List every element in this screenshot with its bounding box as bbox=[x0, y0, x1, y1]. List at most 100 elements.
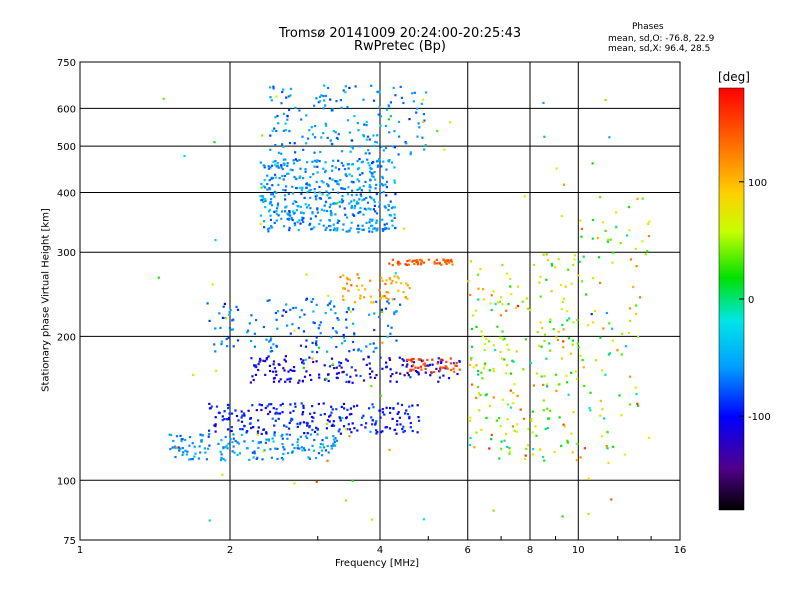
data-point bbox=[346, 278, 349, 281]
data-point bbox=[385, 406, 388, 409]
data-point bbox=[266, 299, 269, 302]
data-point bbox=[326, 419, 329, 422]
data-point bbox=[388, 448, 391, 451]
data-point bbox=[305, 142, 308, 145]
data-point bbox=[369, 367, 372, 370]
data-point bbox=[315, 194, 319, 197]
data-point bbox=[386, 300, 389, 303]
data-point bbox=[535, 372, 538, 375]
data-point bbox=[542, 383, 545, 386]
data-point bbox=[269, 96, 272, 99]
data-point bbox=[301, 411, 305, 414]
data-point bbox=[277, 166, 280, 169]
data-point bbox=[274, 176, 277, 179]
data-point bbox=[369, 376, 372, 379]
data-point bbox=[260, 186, 263, 189]
data-point bbox=[275, 95, 278, 98]
data-point bbox=[224, 459, 227, 462]
x-tick-label-1: 1 bbox=[77, 545, 83, 556]
data-point bbox=[315, 456, 318, 460]
data-point bbox=[566, 441, 569, 444]
data-point bbox=[566, 319, 569, 322]
data-point bbox=[427, 364, 430, 367]
data-point bbox=[408, 287, 411, 290]
data-point bbox=[208, 429, 211, 432]
data-point bbox=[281, 314, 284, 317]
data-point bbox=[293, 162, 296, 165]
data-point bbox=[218, 312, 221, 315]
data-point bbox=[302, 177, 305, 180]
data-point bbox=[505, 309, 508, 312]
data-point bbox=[407, 263, 410, 266]
data-point bbox=[283, 358, 286, 361]
data-point bbox=[207, 435, 210, 438]
data-point bbox=[333, 438, 336, 441]
data-point bbox=[384, 226, 387, 229]
data-point bbox=[336, 376, 339, 380]
data-point bbox=[353, 332, 356, 335]
data-point bbox=[385, 361, 388, 364]
data-point bbox=[299, 167, 302, 170]
data-point bbox=[348, 428, 352, 431]
data-point bbox=[365, 196, 368, 199]
data-point bbox=[348, 86, 351, 89]
data-point bbox=[335, 366, 338, 369]
data-point bbox=[369, 343, 372, 346]
data-point bbox=[301, 449, 304, 452]
data-point bbox=[375, 229, 378, 232]
data-point bbox=[273, 190, 276, 193]
data-point bbox=[402, 425, 405, 428]
data-point bbox=[399, 372, 402, 375]
data-point bbox=[577, 346, 580, 349]
data-point bbox=[422, 113, 425, 116]
data-point bbox=[338, 417, 342, 420]
data-point bbox=[397, 277, 400, 280]
data-point bbox=[515, 350, 518, 353]
data-point bbox=[332, 130, 335, 133]
data-point bbox=[312, 449, 316, 452]
data-point bbox=[251, 375, 254, 378]
data-point bbox=[416, 259, 419, 262]
data-point bbox=[286, 118, 289, 121]
data-point bbox=[393, 275, 396, 278]
data-point bbox=[381, 183, 384, 186]
data-point bbox=[423, 119, 426, 122]
data-point bbox=[393, 216, 396, 219]
data-point bbox=[424, 364, 427, 367]
data-point bbox=[378, 289, 381, 292]
data-point bbox=[362, 185, 365, 188]
data-point bbox=[372, 99, 376, 102]
data-point bbox=[343, 187, 347, 191]
data-point bbox=[270, 193, 273, 196]
data-point bbox=[208, 519, 211, 522]
data-point bbox=[243, 425, 246, 428]
data-point bbox=[293, 369, 296, 372]
data-point bbox=[334, 229, 337, 232]
data-point bbox=[496, 325, 499, 328]
data-point bbox=[209, 407, 212, 410]
data-point bbox=[330, 109, 333, 112]
data-point bbox=[403, 374, 406, 377]
data-point bbox=[612, 445, 615, 448]
data-point bbox=[319, 442, 322, 446]
data-point bbox=[529, 362, 533, 365]
data-point bbox=[325, 422, 328, 425]
data-point bbox=[314, 342, 318, 345]
data-point bbox=[585, 293, 588, 296]
data-point bbox=[367, 161, 370, 165]
data-point bbox=[214, 425, 217, 428]
data-point bbox=[396, 423, 399, 426]
data-point bbox=[327, 184, 330, 187]
data-point bbox=[273, 431, 276, 434]
data-point bbox=[334, 180, 337, 183]
data-point bbox=[295, 200, 298, 204]
data-point bbox=[272, 160, 275, 163]
data-point bbox=[250, 357, 253, 360]
data-point bbox=[422, 363, 425, 366]
data-point bbox=[300, 211, 303, 214]
data-point bbox=[288, 380, 291, 383]
data-point bbox=[580, 227, 583, 230]
data-point bbox=[421, 136, 424, 139]
data-point bbox=[344, 499, 347, 502]
